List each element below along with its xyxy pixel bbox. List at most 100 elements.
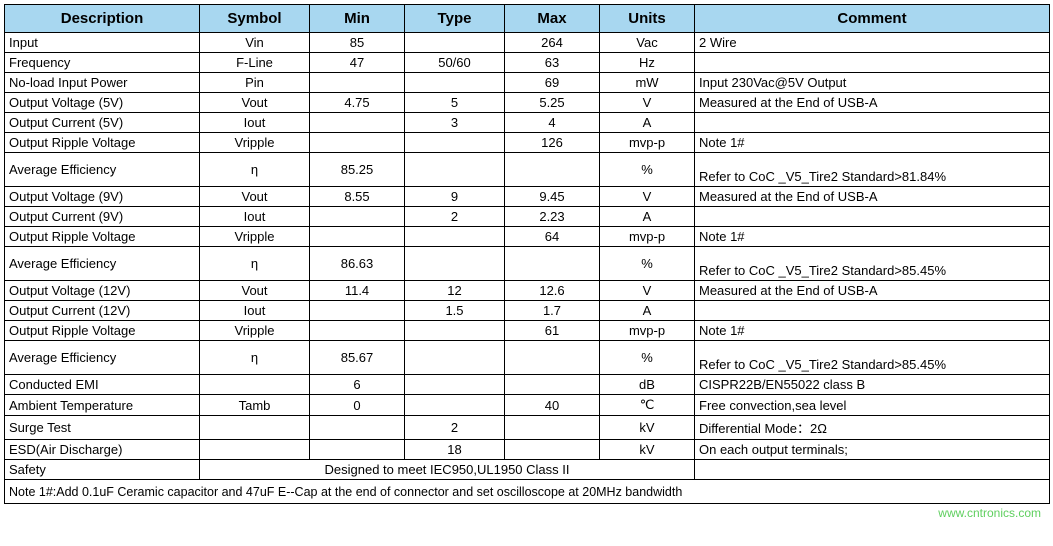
cell-min: 47 bbox=[310, 53, 405, 73]
cell-units: A bbox=[600, 113, 695, 133]
cell-max: 5.25 bbox=[505, 93, 600, 113]
cell-max: 264 bbox=[505, 33, 600, 53]
cell-comment: CISPR22B/EN55022 class B bbox=[695, 375, 1050, 395]
cell-type: 2 bbox=[405, 207, 505, 227]
cell-min: 85.25 bbox=[310, 153, 405, 187]
cell-units: V bbox=[600, 281, 695, 301]
cell-symbol: Pin bbox=[200, 73, 310, 93]
cell-symbol: η bbox=[200, 247, 310, 281]
cell-comment: Note 1# bbox=[695, 133, 1050, 153]
table-row: Output Current (9V)Iout22.23A bbox=[5, 207, 1050, 227]
cell-type bbox=[405, 321, 505, 341]
header-max: Max bbox=[505, 5, 600, 33]
cell-max bbox=[505, 153, 600, 187]
cell-min bbox=[310, 440, 405, 460]
cell-description: Frequency bbox=[5, 53, 200, 73]
cell-units: V bbox=[600, 187, 695, 207]
cell-units: A bbox=[600, 301, 695, 321]
cell-symbol: Vout bbox=[200, 93, 310, 113]
cell-type: 2 bbox=[405, 416, 505, 440]
cell-symbol: Vripple bbox=[200, 321, 310, 341]
cell-description: Average Efficiency bbox=[5, 341, 200, 375]
cell-type bbox=[405, 247, 505, 281]
cell-units: % bbox=[600, 153, 695, 187]
cell-safety-label: Safety bbox=[5, 460, 200, 480]
table-row: No-load Input PowerPin69mWInput 230Vac@5… bbox=[5, 73, 1050, 93]
cell-units: mvp-p bbox=[600, 133, 695, 153]
cell-symbol: Vripple bbox=[200, 133, 310, 153]
cell-units: mW bbox=[600, 73, 695, 93]
cell-type: 5 bbox=[405, 93, 505, 113]
header-description: Description bbox=[5, 5, 200, 33]
header-symbol: Symbol bbox=[200, 5, 310, 33]
table-row: Output Voltage (12V)Vout11.41212.6VMeasu… bbox=[5, 281, 1050, 301]
header-comment: Comment bbox=[695, 5, 1050, 33]
cell-min: 6 bbox=[310, 375, 405, 395]
cell-type bbox=[405, 227, 505, 247]
table-row: Output Ripple VoltageVripple126mvp-pNote… bbox=[5, 133, 1050, 153]
cell-max: 69 bbox=[505, 73, 600, 93]
cell-min bbox=[310, 227, 405, 247]
cell-min: 86.63 bbox=[310, 247, 405, 281]
cell-type bbox=[405, 153, 505, 187]
cell-safety-empty bbox=[695, 460, 1050, 480]
table-row: Average Efficiencyη85.67%Refer to CoC _V… bbox=[5, 341, 1050, 375]
cell-comment: Refer to CoC _V5_Tire2 Standard>85.45% bbox=[695, 341, 1050, 375]
cell-min: 0 bbox=[310, 395, 405, 416]
cell-safety-text: Designed to meet IEC950,UL1950 Class II bbox=[200, 460, 695, 480]
cell-description: Output Voltage (9V) bbox=[5, 187, 200, 207]
cell-symbol: η bbox=[200, 341, 310, 375]
cell-symbol bbox=[200, 440, 310, 460]
cell-units: % bbox=[600, 247, 695, 281]
cell-description: Ambient Temperature bbox=[5, 395, 200, 416]
cell-max: 40 bbox=[505, 395, 600, 416]
cell-type: 50/60 bbox=[405, 53, 505, 73]
cell-type bbox=[405, 133, 505, 153]
cell-symbol: F-Line bbox=[200, 53, 310, 73]
header-row: Description Symbol Min Type Max Units Co… bbox=[5, 5, 1050, 33]
cell-units: Hz bbox=[600, 53, 695, 73]
cell-max: 64 bbox=[505, 227, 600, 247]
cell-min: 11.4 bbox=[310, 281, 405, 301]
cell-comment: Input 230Vac@5V Output bbox=[695, 73, 1050, 93]
table-row: Output Ripple VoltageVripple61mvp-pNote … bbox=[5, 321, 1050, 341]
cell-max bbox=[505, 440, 600, 460]
cell-comment: On each output terminals; bbox=[695, 440, 1050, 460]
cell-comment: Differential Mode：2Ω bbox=[695, 416, 1050, 440]
cell-comment: Free convection,sea level bbox=[695, 395, 1050, 416]
cell-symbol: Iout bbox=[200, 207, 310, 227]
table-row: Average Efficiencyη85.25%Refer to CoC _V… bbox=[5, 153, 1050, 187]
table-row: ESD(Air Discharge)18kVOn each output ter… bbox=[5, 440, 1050, 460]
cell-description: Output Voltage (5V) bbox=[5, 93, 200, 113]
cell-max bbox=[505, 341, 600, 375]
table-row: Surge Test2kVDifferential Mode：2Ω bbox=[5, 416, 1050, 440]
cell-max: 1.7 bbox=[505, 301, 600, 321]
cell-units: V bbox=[600, 93, 695, 113]
cell-comment: Measured at the End of USB-A bbox=[695, 281, 1050, 301]
table-row: Output Ripple VoltageVripple64mvp-pNote … bbox=[5, 227, 1050, 247]
cell-min bbox=[310, 207, 405, 227]
footnote-row: Note 1#:Add 0.1uF Ceramic capacitor and … bbox=[5, 480, 1050, 504]
watermark-text: www.cntronics.com bbox=[938, 506, 1041, 520]
cell-comment bbox=[695, 301, 1050, 321]
cell-min: 4.75 bbox=[310, 93, 405, 113]
cell-max: 12.6 bbox=[505, 281, 600, 301]
table-row: Output Voltage (9V)Vout8.5599.45VMeasure… bbox=[5, 187, 1050, 207]
cell-description: Surge Test bbox=[5, 416, 200, 440]
cell-type: 12 bbox=[405, 281, 505, 301]
cell-max bbox=[505, 375, 600, 395]
safety-row: SafetyDesigned to meet IEC950,UL1950 Cla… bbox=[5, 460, 1050, 480]
cell-description: Output Current (9V) bbox=[5, 207, 200, 227]
cell-max: 4 bbox=[505, 113, 600, 133]
cell-units: Vac bbox=[600, 33, 695, 53]
cell-min: 85.67 bbox=[310, 341, 405, 375]
spec-table: Description Symbol Min Type Max Units Co… bbox=[4, 4, 1050, 504]
table-row: InputVin85264Vac2 Wire bbox=[5, 33, 1050, 53]
cell-comment bbox=[695, 53, 1050, 73]
cell-description: ESD(Air Discharge) bbox=[5, 440, 200, 460]
cell-symbol: Iout bbox=[200, 301, 310, 321]
cell-description: Average Efficiency bbox=[5, 153, 200, 187]
cell-symbol bbox=[200, 375, 310, 395]
cell-type: 18 bbox=[405, 440, 505, 460]
cell-comment: Refer to CoC _V5_Tire2 Standard>85.45% bbox=[695, 247, 1050, 281]
